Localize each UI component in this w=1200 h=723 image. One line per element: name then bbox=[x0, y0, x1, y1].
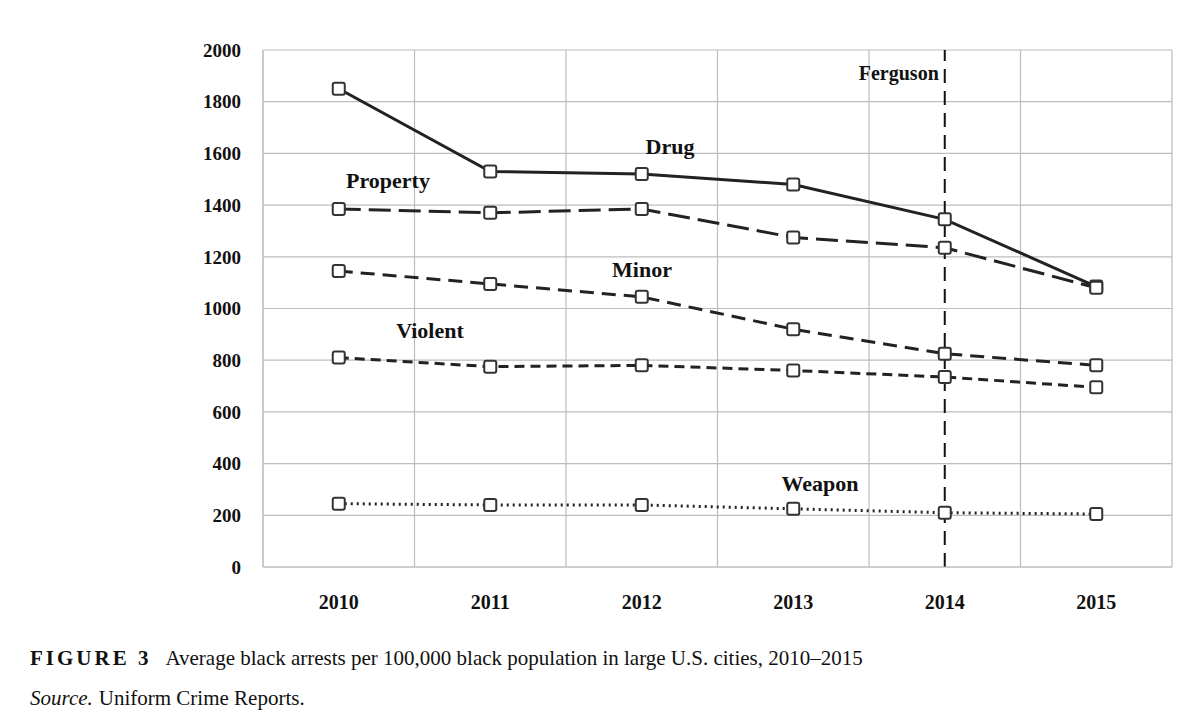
html-text:FIGURE 3: FIGURE 3 bbox=[30, 646, 152, 670]
svg-text:2012: 2012 bbox=[622, 591, 662, 613]
svg-text:400: 400 bbox=[213, 453, 242, 474]
html-text:Average black arrests per 100,: Average black arrests per 100,000 black … bbox=[165, 646, 863, 670]
svg-text:2000: 2000 bbox=[203, 40, 241, 61]
svg-text:2013: 2013 bbox=[773, 591, 813, 613]
html-text:Drug: Drug bbox=[645, 134, 695, 159]
svg-text:800: 800 bbox=[213, 350, 242, 371]
svg-text:1000: 1000 bbox=[203, 298, 241, 319]
html-text:Minor: Minor bbox=[612, 257, 672, 282]
svg-text:2010: 2010 bbox=[319, 591, 359, 613]
svg-text:0: 0 bbox=[232, 557, 242, 578]
svg-text:200: 200 bbox=[213, 505, 242, 526]
svg-text:1600: 1600 bbox=[203, 143, 241, 164]
svg-text:1800: 1800 bbox=[203, 91, 241, 112]
svg-text:Ferguson: Ferguson bbox=[859, 62, 939, 85]
svg-text:2015: 2015 bbox=[1076, 591, 1116, 613]
html-text:Violent: Violent bbox=[396, 318, 464, 343]
svg-text:600: 600 bbox=[213, 402, 242, 423]
html-text:Source. Uniform Crime Reports.: Source. Uniform Crime Reports. bbox=[30, 686, 305, 710]
svg-text:2014: 2014 bbox=[925, 591, 965, 613]
svg-text:1400: 1400 bbox=[203, 195, 241, 216]
html-text:Weapon: Weapon bbox=[781, 471, 859, 496]
svg-text:2011: 2011 bbox=[471, 591, 510, 613]
html-text:Property: Property bbox=[346, 168, 430, 193]
svg-text:1200: 1200 bbox=[203, 247, 241, 268]
